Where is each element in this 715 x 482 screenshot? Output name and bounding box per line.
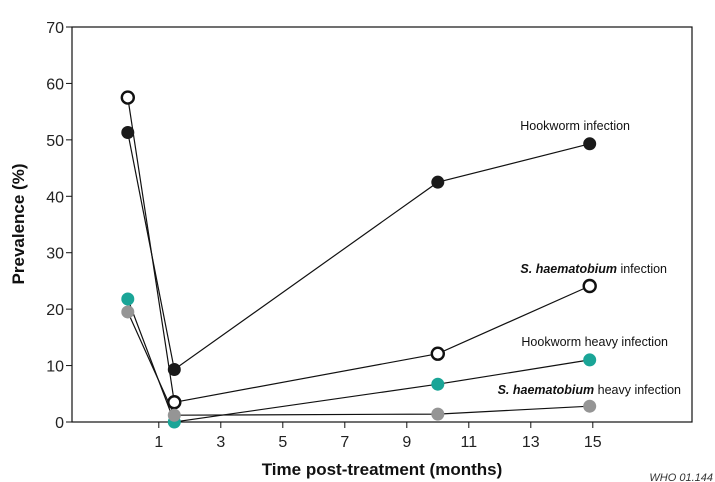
y-tick-label: 70 [46, 20, 64, 37]
x-tick-label: 15 [584, 434, 602, 451]
x-ticks: 1 3 5 7 9 11 13 15 [154, 422, 602, 451]
x-tick-label: 7 [340, 434, 349, 451]
x-tick-label: 9 [402, 434, 411, 451]
series-label-part: heavy infection [594, 383, 681, 397]
y-tick-label: 50 [46, 133, 64, 150]
series-label: Hookworm heavy infection [521, 335, 668, 349]
series-label: S. haematobium heavy infection [498, 383, 681, 397]
series-line-0 [127, 132, 590, 371]
x-tick-label: 1 [154, 434, 163, 451]
y-axis-title: Prevalence (%) [9, 164, 28, 285]
data-point [167, 363, 181, 377]
series-markers [120, 90, 597, 429]
y-tick-label: 30 [46, 246, 64, 263]
series-line-1 [127, 97, 590, 404]
x-tick-label: 5 [278, 434, 287, 451]
y-tick-label: 60 [46, 76, 64, 93]
x-tick-label: 3 [216, 434, 225, 451]
data-point [583, 137, 597, 151]
data-point [120, 90, 136, 105]
y-tick-label: 10 [46, 359, 64, 376]
x-axis-title: Time post-treatment (months) [262, 460, 503, 479]
series-line-3 [127, 311, 590, 416]
data-point [583, 353, 597, 367]
x-tick-label: 13 [522, 434, 540, 451]
plot-frame [71, 26, 693, 423]
y-tick-label: 40 [46, 189, 64, 206]
y-tick-label: 20 [46, 302, 64, 319]
x-tick-label: 11 [460, 434, 477, 451]
data-point [431, 377, 445, 391]
data-point [121, 292, 135, 306]
series-label: S. haematobium infection [520, 262, 667, 276]
series-label-part: S. haematobium [520, 262, 617, 276]
series-lines [127, 97, 590, 423]
data-point [431, 175, 445, 189]
data-point [167, 408, 181, 422]
series-label-part: infection [617, 262, 667, 276]
y-ticks: 0 10 20 30 40 50 60 70 [46, 20, 72, 432]
data-point [121, 305, 135, 319]
figure-credit: WHO 01.144 [649, 472, 713, 482]
y-tick-label: 0 [55, 415, 64, 432]
series-label-part: Hookworm heavy infection [521, 335, 668, 349]
series-label-part: S. haematobium [498, 383, 595, 397]
data-point [582, 278, 597, 294]
data-point [431, 407, 445, 421]
data-point [121, 126, 135, 140]
data-point [430, 346, 445, 361]
series-labels: Hookworm infection S. haematobium infecti… [498, 119, 681, 397]
series-label: Hookworm infection [520, 119, 630, 133]
data-point [583, 399, 597, 413]
series-label-part: Hookworm infection [520, 119, 630, 133]
series-line-2 [127, 298, 590, 423]
data-point [167, 395, 182, 410]
